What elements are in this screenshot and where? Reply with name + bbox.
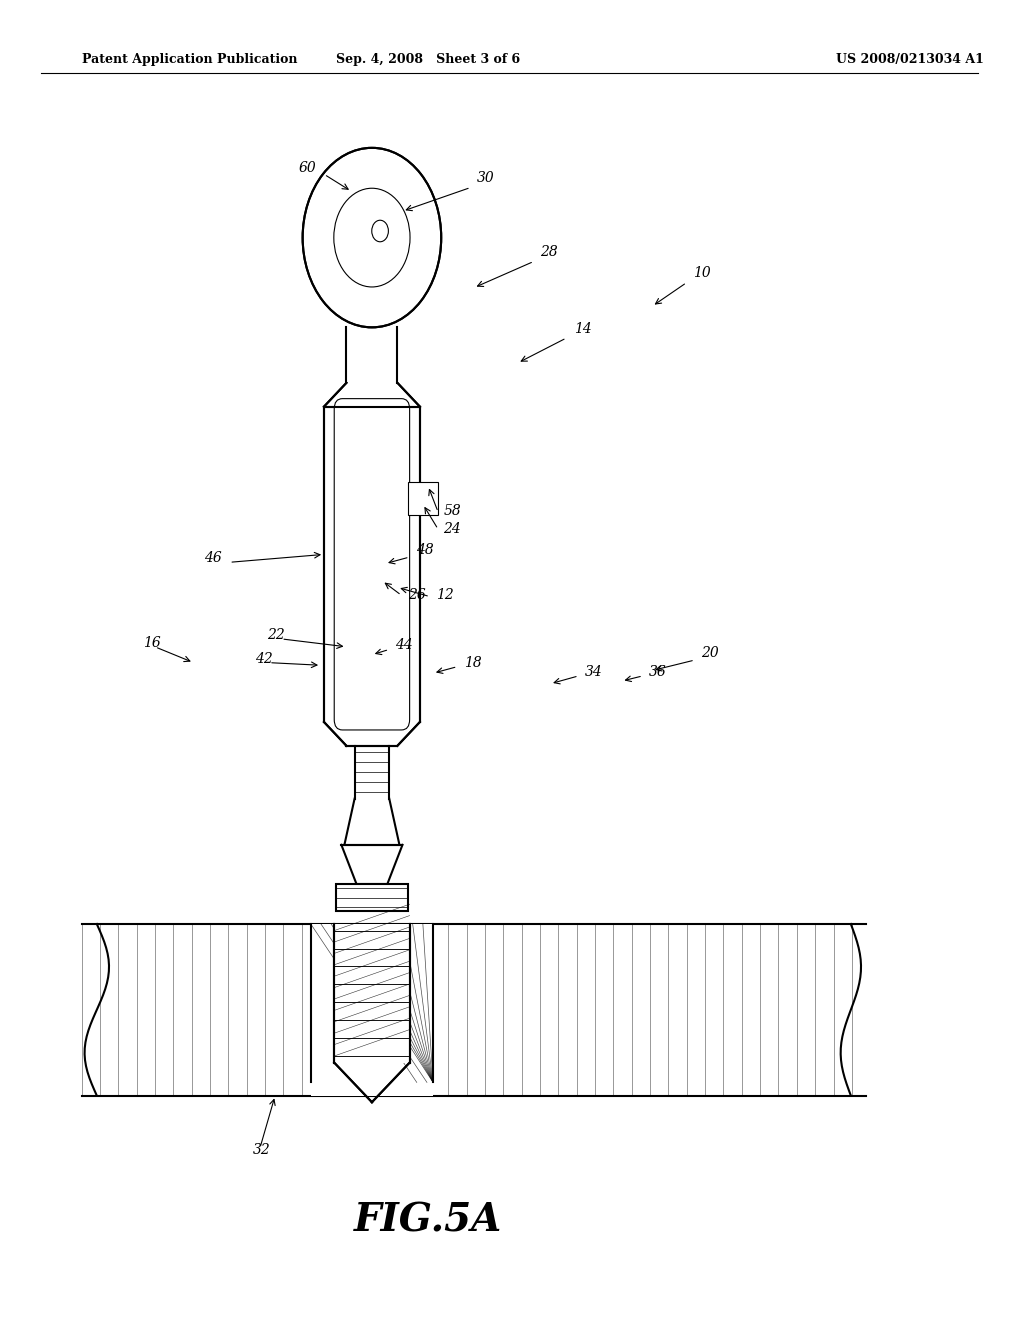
Text: 24: 24 bbox=[443, 523, 461, 536]
Circle shape bbox=[303, 148, 441, 327]
FancyBboxPatch shape bbox=[334, 399, 410, 730]
FancyBboxPatch shape bbox=[324, 383, 420, 746]
Text: 28: 28 bbox=[540, 246, 558, 259]
Bar bbox=[336, 884, 408, 911]
Text: 26: 26 bbox=[408, 589, 425, 602]
Text: 18: 18 bbox=[464, 656, 481, 669]
Text: 30: 30 bbox=[477, 172, 495, 185]
Text: 36: 36 bbox=[649, 665, 667, 678]
Text: 48: 48 bbox=[416, 544, 433, 557]
Text: 42: 42 bbox=[255, 652, 272, 665]
Text: 10: 10 bbox=[693, 267, 711, 280]
Text: 44: 44 bbox=[395, 639, 413, 652]
Text: Patent Application Publication: Patent Application Publication bbox=[82, 53, 297, 66]
Text: 12: 12 bbox=[436, 589, 454, 602]
Text: 46: 46 bbox=[205, 552, 222, 565]
Text: 32: 32 bbox=[253, 1143, 270, 1156]
Text: 14: 14 bbox=[573, 322, 592, 335]
Text: 20: 20 bbox=[701, 647, 719, 660]
Text: 58: 58 bbox=[443, 504, 461, 517]
Bar bbox=[311, 924, 433, 1096]
Text: Sep. 4, 2008   Sheet 3 of 6: Sep. 4, 2008 Sheet 3 of 6 bbox=[336, 53, 520, 66]
Text: US 2008/0213034 A1: US 2008/0213034 A1 bbox=[836, 53, 983, 66]
Bar bbox=[408, 482, 438, 515]
Text: FIG.5A: FIG.5A bbox=[354, 1203, 502, 1239]
Text: 34: 34 bbox=[585, 665, 603, 678]
Text: 22: 22 bbox=[267, 628, 285, 642]
Text: 60: 60 bbox=[298, 161, 315, 174]
Text: 16: 16 bbox=[142, 636, 161, 649]
Bar bbox=[334, 924, 410, 1063]
